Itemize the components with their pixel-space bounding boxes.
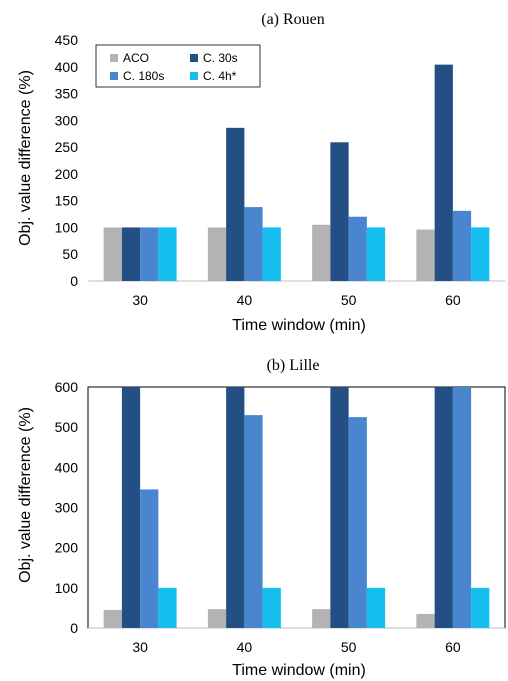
y-tick-label: 100 (55, 219, 79, 235)
x-axis-label: Time window (min) (232, 662, 366, 679)
legend-frame (95, 44, 261, 88)
y-tick-label: 400 (55, 59, 79, 75)
legend-label-c180s: C. 180s (123, 69, 164, 83)
bar-aco-40 (207, 609, 227, 628)
y-tick-label: 300 (55, 112, 79, 128)
bar-c-30s-30 (121, 387, 141, 628)
y-tick-label: 300 (55, 500, 79, 516)
x-tick-label: 30 (132, 639, 148, 655)
bar-aco-30 (103, 609, 122, 628)
bar-aco-50 (312, 224, 331, 281)
bar-c-30s-50 (330, 142, 349, 281)
chart-lille: (b) Lille Obj. value difference (%) Time… (17, 357, 506, 679)
y-tick-label: 200 (55, 166, 79, 182)
chart-rouen: (a) Rouen Obj. value difference (%) Time… (17, 11, 505, 334)
bar-aco-30 (103, 227, 122, 281)
bar-c-180s-60 (452, 210, 472, 281)
y-tick-label: 600 (55, 379, 79, 395)
bar-c-4h-60 (471, 227, 490, 281)
bar-c-30s-40 (226, 127, 245, 281)
bar-c-180s-30 (140, 227, 159, 281)
x-tick-labels: 30 40 50 60 (132, 639, 461, 655)
bar-c-180s-50 (348, 216, 367, 281)
legend-label-c4h: C. 4h* (203, 69, 237, 83)
x-axis-label: Time window (min) (232, 317, 366, 334)
y-tick-labels: 0 50 100 150 200 250 300 350 400 450 (55, 32, 79, 289)
bar-c-30s-30 (121, 227, 141, 281)
bar-aco-60 (416, 229, 435, 281)
legend-label-aco: ACO (123, 51, 149, 65)
x-tick-label: 60 (445, 639, 461, 655)
y-tick-label: 0 (70, 620, 78, 636)
legend-swatch-c30s (190, 54, 198, 62)
bar-aco-50 (312, 609, 331, 628)
y-tick-label: 450 (55, 32, 79, 48)
bar-c-4h-40 (262, 227, 281, 281)
bar-c-30s-60 (434, 387, 453, 628)
x-tick-label: 40 (237, 639, 253, 655)
y-tick-label: 150 (55, 193, 79, 209)
x-tick-label: 40 (237, 292, 253, 308)
y-tick-label: 350 (55, 86, 79, 102)
bar-aco-60 (416, 613, 435, 628)
legend-label-c30s: C. 30s (203, 51, 238, 65)
bar-c-4h-60 (471, 587, 490, 628)
bar-c-4h-30 (158, 587, 177, 628)
bar-c-180s-40 (244, 207, 263, 281)
bar-c-180s-60 (452, 387, 472, 628)
bars (103, 64, 490, 281)
chart-title: (b) Lille (267, 357, 320, 374)
y-axis-label: Obj. value difference (%) (17, 407, 34, 583)
x-tick-label: 30 (132, 292, 148, 308)
legend-swatch-aco (110, 54, 118, 62)
bar-aco-40 (207, 227, 227, 281)
y-tick-label: 0 (70, 273, 78, 289)
legend-swatch-c180s (110, 72, 118, 80)
chart-title: (a) Rouen (261, 11, 325, 28)
x-tick-label: 50 (341, 292, 357, 308)
legend-swatch-c4h (190, 72, 198, 80)
y-tick-labels: 0 100 200 300 400 500 600 (55, 379, 79, 636)
bar-c-4h-50 (366, 227, 386, 281)
y-tick-label: 250 (55, 139, 79, 155)
bar-c-30s-40 (226, 387, 245, 628)
y-tick-label: 50 (62, 246, 78, 262)
bar-c-30s-60 (434, 64, 453, 281)
legend: ACO C. 30s C. 180s C. 4h* (95, 44, 261, 88)
bar-c-180s-50 (348, 417, 367, 628)
bar-c-30s-50 (330, 387, 349, 628)
x-tick-labels: 30 40 50 60 (132, 292, 461, 308)
bar-c-4h-30 (158, 227, 177, 281)
y-tick-label: 100 (55, 580, 79, 596)
y-tick-label: 500 (55, 419, 79, 435)
x-tick-label: 50 (341, 639, 357, 655)
bar-c-180s-30 (140, 489, 159, 628)
y-tick-label: 200 (55, 540, 79, 556)
bars (103, 387, 490, 628)
x-tick-label: 60 (445, 292, 461, 308)
bar-c-180s-40 (244, 415, 263, 628)
bar-c-4h-50 (366, 587, 386, 628)
y-axis-label: Obj. value difference (%) (17, 70, 34, 246)
bar-c-4h-40 (262, 587, 281, 628)
y-tick-label: 400 (55, 459, 79, 475)
